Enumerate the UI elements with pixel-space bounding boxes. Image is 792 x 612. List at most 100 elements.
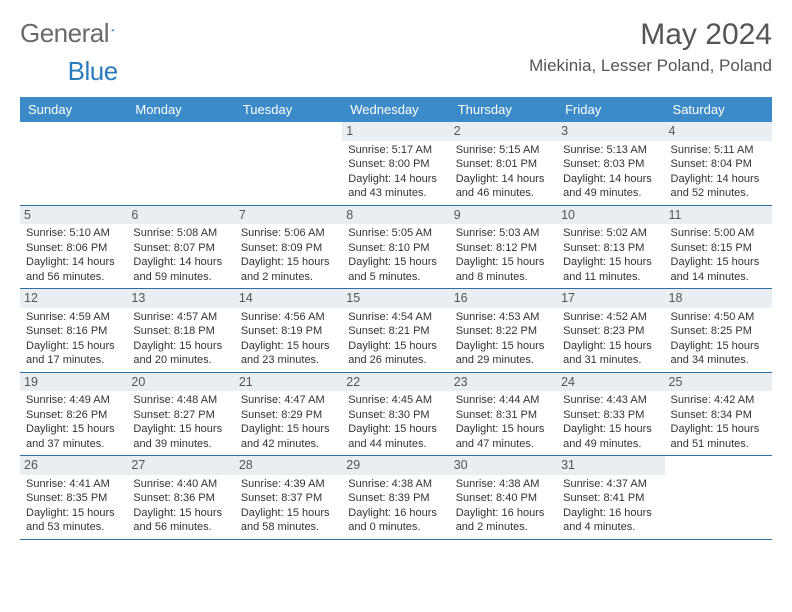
day-number: 10 xyxy=(557,206,664,225)
day-number: 17 xyxy=(557,289,664,308)
day-number: 21 xyxy=(235,373,342,392)
day-number: 31 xyxy=(557,456,664,475)
sunset-text: Sunset: 8:22 PM xyxy=(456,324,553,339)
sunset-text: Sunset: 8:13 PM xyxy=(563,241,660,256)
daylight-text: Daylight: 15 hours and 49 minutes. xyxy=(563,422,660,451)
sunset-text: Sunset: 8:12 PM xyxy=(456,241,553,256)
day-number: 4 xyxy=(665,122,772,141)
day-number: 23 xyxy=(450,373,557,392)
month-title: May 2024 xyxy=(529,18,772,52)
sunset-text: Sunset: 8:06 PM xyxy=(26,241,123,256)
day-number: 1 xyxy=(342,122,449,141)
day-cell: 3Sunrise: 5:13 AMSunset: 8:03 PMDaylight… xyxy=(557,122,664,205)
daylight-text: Daylight: 15 hours and 39 minutes. xyxy=(133,422,230,451)
sunset-text: Sunset: 8:23 PM xyxy=(563,324,660,339)
day-number: 13 xyxy=(127,289,234,308)
day-number: 6 xyxy=(127,206,234,225)
sunset-text: Sunset: 8:31 PM xyxy=(456,408,553,423)
empty-cell xyxy=(665,456,772,539)
day-number: 11 xyxy=(665,206,772,225)
day-number: 14 xyxy=(235,289,342,308)
day-cell: 13Sunrise: 4:57 AMSunset: 8:18 PMDayligh… xyxy=(127,289,234,372)
sunrise-text: Sunrise: 4:56 AM xyxy=(241,310,338,325)
sunset-text: Sunset: 8:21 PM xyxy=(348,324,445,339)
sunrise-text: Sunrise: 5:08 AM xyxy=(133,226,230,241)
sunset-text: Sunset: 8:30 PM xyxy=(348,408,445,423)
day-header: Thursday xyxy=(450,97,557,122)
day-number: 22 xyxy=(342,373,449,392)
day-cell: 30Sunrise: 4:38 AMSunset: 8:40 PMDayligh… xyxy=(450,456,557,539)
day-cell: 28Sunrise: 4:39 AMSunset: 8:37 PMDayligh… xyxy=(235,456,342,539)
day-cell: 15Sunrise: 4:54 AMSunset: 8:21 PMDayligh… xyxy=(342,289,449,372)
sunset-text: Sunset: 8:09 PM xyxy=(241,241,338,256)
sunrise-text: Sunrise: 4:57 AM xyxy=(133,310,230,325)
daylight-text: Daylight: 15 hours and 17 minutes. xyxy=(26,339,123,368)
sunrise-text: Sunrise: 4:49 AM xyxy=(26,393,123,408)
daylight-text: Daylight: 14 hours and 49 minutes. xyxy=(563,172,660,201)
daylight-text: Daylight: 14 hours and 46 minutes. xyxy=(456,172,553,201)
sunset-text: Sunset: 8:40 PM xyxy=(456,491,553,506)
sunset-text: Sunset: 8:10 PM xyxy=(348,241,445,256)
sunset-text: Sunset: 8:35 PM xyxy=(26,491,123,506)
daylight-text: Daylight: 15 hours and 51 minutes. xyxy=(671,422,768,451)
sunrise-text: Sunrise: 4:50 AM xyxy=(671,310,768,325)
day-number: 5 xyxy=(20,206,127,225)
daylight-text: Daylight: 15 hours and 44 minutes. xyxy=(348,422,445,451)
daylight-text: Daylight: 15 hours and 14 minutes. xyxy=(671,255,768,284)
location-text: Miekinia, Lesser Poland, Poland xyxy=(529,56,772,76)
day-cell: 29Sunrise: 4:38 AMSunset: 8:39 PMDayligh… xyxy=(342,456,449,539)
week-row: 12Sunrise: 4:59 AMSunset: 8:16 PMDayligh… xyxy=(20,289,772,373)
day-number: 20 xyxy=(127,373,234,392)
daylight-text: Daylight: 15 hours and 26 minutes. xyxy=(348,339,445,368)
sunset-text: Sunset: 8:16 PM xyxy=(26,324,123,339)
day-cell: 10Sunrise: 5:02 AMSunset: 8:13 PMDayligh… xyxy=(557,206,664,289)
daylight-text: Daylight: 16 hours and 2 minutes. xyxy=(456,506,553,535)
day-cell: 21Sunrise: 4:47 AMSunset: 8:29 PMDayligh… xyxy=(235,373,342,456)
sunrise-text: Sunrise: 5:02 AM xyxy=(563,226,660,241)
week-row: 5Sunrise: 5:10 AMSunset: 8:06 PMDaylight… xyxy=(20,206,772,290)
sunset-text: Sunset: 8:39 PM xyxy=(348,491,445,506)
sunrise-text: Sunrise: 4:38 AM xyxy=(348,477,445,492)
day-cell: 18Sunrise: 4:50 AMSunset: 8:25 PMDayligh… xyxy=(665,289,772,372)
daylight-text: Daylight: 15 hours and 42 minutes. xyxy=(241,422,338,451)
sunrise-text: Sunrise: 4:45 AM xyxy=(348,393,445,408)
sunrise-text: Sunrise: 4:53 AM xyxy=(456,310,553,325)
sunrise-text: Sunrise: 5:00 AM xyxy=(671,226,768,241)
sunset-text: Sunset: 8:29 PM xyxy=(241,408,338,423)
daylight-text: Daylight: 15 hours and 8 minutes. xyxy=(456,255,553,284)
day-number: 29 xyxy=(342,456,449,475)
sunset-text: Sunset: 8:01 PM xyxy=(456,157,553,172)
day-cell: 8Sunrise: 5:05 AMSunset: 8:10 PMDaylight… xyxy=(342,206,449,289)
day-header: Monday xyxy=(127,97,234,122)
sunrise-text: Sunrise: 5:11 AM xyxy=(671,143,768,158)
day-number: 19 xyxy=(20,373,127,392)
day-cell: 27Sunrise: 4:40 AMSunset: 8:36 PMDayligh… xyxy=(127,456,234,539)
daylight-text: Daylight: 15 hours and 29 minutes. xyxy=(456,339,553,368)
sunrise-text: Sunrise: 4:39 AM xyxy=(241,477,338,492)
daylight-text: Daylight: 15 hours and 11 minutes. xyxy=(563,255,660,284)
sunrise-text: Sunrise: 5:13 AM xyxy=(563,143,660,158)
day-header: Wednesday xyxy=(342,97,449,122)
sunset-text: Sunset: 8:18 PM xyxy=(133,324,230,339)
day-number: 26 xyxy=(20,456,127,475)
daylight-text: Daylight: 15 hours and 47 minutes. xyxy=(456,422,553,451)
logo: General xyxy=(20,18,133,49)
day-cell: 4Sunrise: 5:11 AMSunset: 8:04 PMDaylight… xyxy=(665,122,772,205)
day-cell: 17Sunrise: 4:52 AMSunset: 8:23 PMDayligh… xyxy=(557,289,664,372)
sunrise-text: Sunrise: 4:37 AM xyxy=(563,477,660,492)
sunset-text: Sunset: 8:34 PM xyxy=(671,408,768,423)
day-header: Saturday xyxy=(665,97,772,122)
day-cell: 24Sunrise: 4:43 AMSunset: 8:33 PMDayligh… xyxy=(557,373,664,456)
day-cell: 2Sunrise: 5:15 AMSunset: 8:01 PMDaylight… xyxy=(450,122,557,205)
day-cell: 5Sunrise: 5:10 AMSunset: 8:06 PMDaylight… xyxy=(20,206,127,289)
day-number: 24 xyxy=(557,373,664,392)
title-block: May 2024 Miekinia, Lesser Poland, Poland xyxy=(529,18,772,76)
sunset-text: Sunset: 8:19 PM xyxy=(241,324,338,339)
day-cell: 16Sunrise: 4:53 AMSunset: 8:22 PMDayligh… xyxy=(450,289,557,372)
day-number: 15 xyxy=(342,289,449,308)
sunrise-text: Sunrise: 4:59 AM xyxy=(26,310,123,325)
empty-cell xyxy=(127,122,234,205)
daylight-text: Daylight: 15 hours and 34 minutes. xyxy=(671,339,768,368)
sunset-text: Sunset: 8:00 PM xyxy=(348,157,445,172)
day-number: 28 xyxy=(235,456,342,475)
